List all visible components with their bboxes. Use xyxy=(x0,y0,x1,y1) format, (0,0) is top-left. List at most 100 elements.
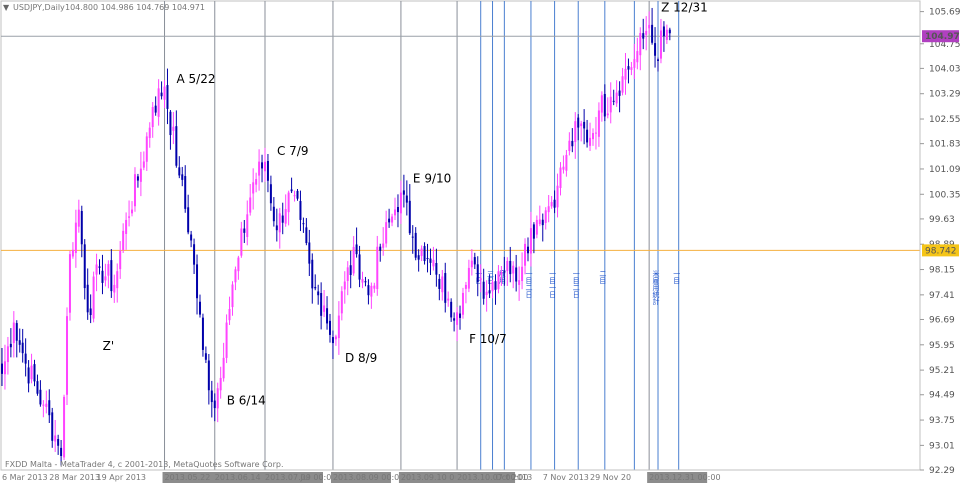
candle-body xyxy=(544,210,547,223)
y-tick-label: 97.41 xyxy=(929,291,955,301)
candle-body xyxy=(340,291,343,314)
candle-body xyxy=(565,154,568,171)
wave-label: C 7/9 xyxy=(277,144,309,158)
candle-body xyxy=(299,201,302,220)
candle-body xyxy=(252,182,255,194)
y-tick-label: 92.29 xyxy=(929,466,955,476)
candle-body xyxy=(532,224,535,239)
candle-body xyxy=(394,209,397,216)
x-label-box xyxy=(212,472,273,483)
wave-label: E 9/10 xyxy=(413,171,451,185)
x-tick-label: 2013.08.09 00:00 xyxy=(333,473,404,482)
y-tick-label: 96.69 xyxy=(929,315,955,325)
x-label-box xyxy=(398,472,459,483)
candle-body xyxy=(435,263,438,275)
candle-body xyxy=(139,168,142,182)
candle-body xyxy=(243,228,246,233)
dropdown-triangle-icon[interactable]: ▼ xyxy=(3,3,10,12)
candle-body xyxy=(408,200,411,234)
candle-body xyxy=(526,246,529,254)
candle-body xyxy=(210,390,213,403)
candle-body xyxy=(166,85,169,109)
candle-body xyxy=(281,215,284,223)
candle-body xyxy=(18,340,21,345)
candle-body xyxy=(266,161,269,181)
candle-body xyxy=(459,313,462,318)
candle-body xyxy=(331,337,334,344)
candle-body xyxy=(128,216,131,218)
x-tick-label: 2013.09.10 00:00 xyxy=(401,473,472,482)
candle-body xyxy=(68,254,71,313)
x-label-box xyxy=(330,472,391,483)
candle-body xyxy=(376,246,379,290)
candle-body xyxy=(500,272,503,275)
candle-body xyxy=(627,66,630,70)
candle-body xyxy=(411,236,414,238)
y-tick-label: 102.55 xyxy=(929,115,960,125)
candle-body xyxy=(488,290,491,294)
candle-body xyxy=(633,59,636,68)
x-tick-label: 19 Apr 2013 xyxy=(97,473,146,482)
candle-body xyxy=(246,214,249,237)
candle-body xyxy=(311,259,314,289)
candlesticks xyxy=(1,7,671,466)
candle-body xyxy=(77,209,80,227)
candle-body xyxy=(355,244,358,255)
candle-body xyxy=(24,353,27,364)
candle-body xyxy=(559,167,562,188)
event-label: 二目 xyxy=(599,270,607,285)
candle-body xyxy=(476,264,479,283)
candle-body xyxy=(39,389,42,405)
candle-body xyxy=(198,301,201,315)
candle-body xyxy=(447,298,450,301)
candle-body xyxy=(497,271,500,290)
candle-body xyxy=(216,388,219,409)
candle-body xyxy=(518,280,521,285)
y-tick-label: 93.75 xyxy=(929,416,955,426)
candle-body xyxy=(213,400,216,409)
wave-label: F 10/7 xyxy=(469,332,507,346)
candle-body xyxy=(482,281,485,299)
candle-body xyxy=(148,127,151,139)
candle-body xyxy=(515,267,518,282)
candle-body xyxy=(51,412,54,441)
candle-body xyxy=(71,249,74,257)
candle-body xyxy=(145,136,148,162)
candle-body xyxy=(184,176,187,209)
candle-body xyxy=(639,32,642,56)
x-tick-label: 2013.05.22 00:00 xyxy=(165,473,236,482)
candle-body xyxy=(122,230,125,250)
candle-body xyxy=(263,161,266,172)
x-tick-label: 2013.10.07 00:00 xyxy=(457,473,528,482)
candle-body xyxy=(284,209,287,224)
candle-body xyxy=(423,246,426,261)
y-tick-label: 103.29 xyxy=(929,90,960,100)
candle-body xyxy=(98,266,101,268)
candle-body xyxy=(636,51,639,63)
candle-body xyxy=(225,322,228,358)
candle-body xyxy=(169,111,172,136)
candle-body xyxy=(110,260,113,292)
event-label: 雇用 xyxy=(498,269,506,285)
candle-body xyxy=(201,317,204,350)
candle-body xyxy=(645,30,648,35)
candle-body xyxy=(491,281,494,292)
candle-body xyxy=(417,255,420,260)
candle-body xyxy=(654,43,657,56)
candle-body xyxy=(370,285,373,297)
candle-body xyxy=(255,179,258,185)
candle-body xyxy=(207,360,210,391)
candle-body xyxy=(33,364,36,382)
candle-body xyxy=(621,76,624,93)
candle-body xyxy=(74,222,77,254)
candle-body xyxy=(42,404,45,406)
candle-body xyxy=(385,222,388,244)
candle-body xyxy=(414,232,417,258)
candle-body xyxy=(142,161,145,168)
candle-body xyxy=(541,219,544,226)
annotations: A 5/22 B 6/14 C 7/9 D 8/9 E 9/10 F 10/7 Z 12/3… xyxy=(103,0,708,407)
y-tick-label: 105.69 xyxy=(929,8,960,18)
candle-body xyxy=(349,265,352,276)
